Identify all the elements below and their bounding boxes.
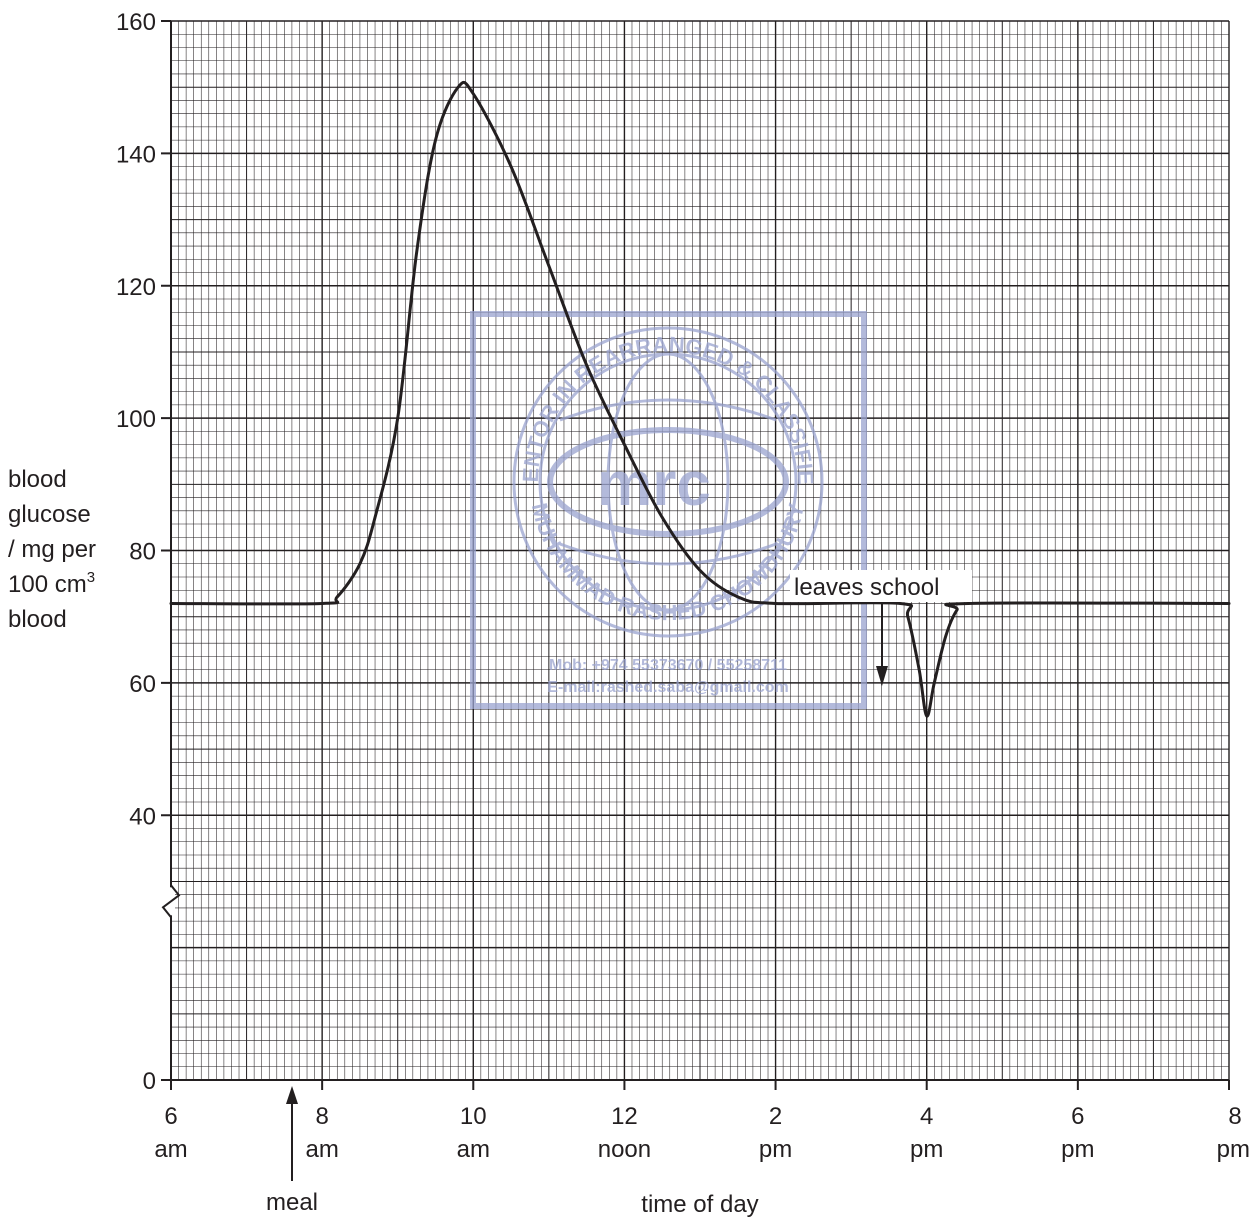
x-tick-label: 8 [315, 1103, 328, 1130]
x-tick-sublabel: am [457, 1136, 490, 1163]
annotation-leaves-school-label: leaves school [794, 574, 939, 601]
x-tick-label: 12 [611, 1103, 638, 1130]
tick-labels: 0 40 60 80 100 120 140 160 6 am 8 am 10 am 12 noon 2 pm 4 p… [116, 9, 1250, 1163]
x-axis-title: time of day [641, 1191, 758, 1218]
y-axis-title-line-3: / mg per [8, 536, 96, 563]
x-tick-sublabel: pm [1217, 1136, 1250, 1163]
y-tick-label: 0 [143, 1068, 156, 1095]
y-axis-title-line-5: blood [8, 606, 67, 633]
annotation-leaves-school: leaves school [790, 570, 972, 686]
y-axis-title-line-2: glucose [8, 501, 91, 528]
y-axis-break-mark [161, 884, 181, 918]
x-tick-sublabel: am [305, 1136, 338, 1163]
x-tick-sublabel: pm [910, 1136, 943, 1163]
y-axis-title-line-1: blood [8, 466, 67, 493]
x-tick-label: 6 [1071, 1103, 1084, 1130]
x-tick-label: 6 [164, 1103, 177, 1130]
x-tick-label: 2 [769, 1103, 782, 1130]
axes [161, 20, 1230, 1090]
x-tick-label: 8 [1228, 1103, 1241, 1130]
y-tick-label: 40 [129, 803, 156, 830]
x-tick-label: 4 [920, 1103, 933, 1130]
y-tick-label: 140 [116, 141, 156, 168]
y-tick-label: 120 [116, 274, 156, 301]
watermark-mobile: Mob: +974 55373670 / 55258711 [549, 657, 787, 674]
svg-text:100 cm3: 100 cm3 [8, 569, 95, 598]
x-tick-sublabel: am [154, 1136, 187, 1163]
watermark-logo-text: mrc [597, 450, 711, 519]
y-tick-label: 100 [116, 406, 156, 433]
annotation-meal: meal [266, 1086, 318, 1216]
y-axis-title-superscript: 3 [87, 569, 95, 586]
y-axis-title-line-4: 100 cm [8, 571, 87, 598]
series-line-blood-glucose [169, 80, 1231, 718]
watermark-email: E-mail:rashed.saba@gmail.com [547, 679, 788, 696]
x-tick-label: 10 [460, 1103, 487, 1130]
y-tick-label: 60 [129, 671, 156, 698]
annotation-meal-label: meal [266, 1189, 318, 1216]
x-tick-sublabel: pm [759, 1136, 792, 1163]
watermark-stamp: mrc MENTOR IN REARRANGED & CLASSIFIED MU… [0, 0, 867, 709]
y-tick-label: 80 [129, 539, 156, 566]
x-tick-sublabel: pm [1061, 1136, 1094, 1163]
y-tick-label: 160 [116, 9, 156, 36]
graph-paper-grid [170, 20, 1230, 1081]
x-tick-sublabel: noon [598, 1136, 651, 1163]
y-axis-title: blood glucose / mg per 100 cm3 blood [8, 466, 96, 633]
